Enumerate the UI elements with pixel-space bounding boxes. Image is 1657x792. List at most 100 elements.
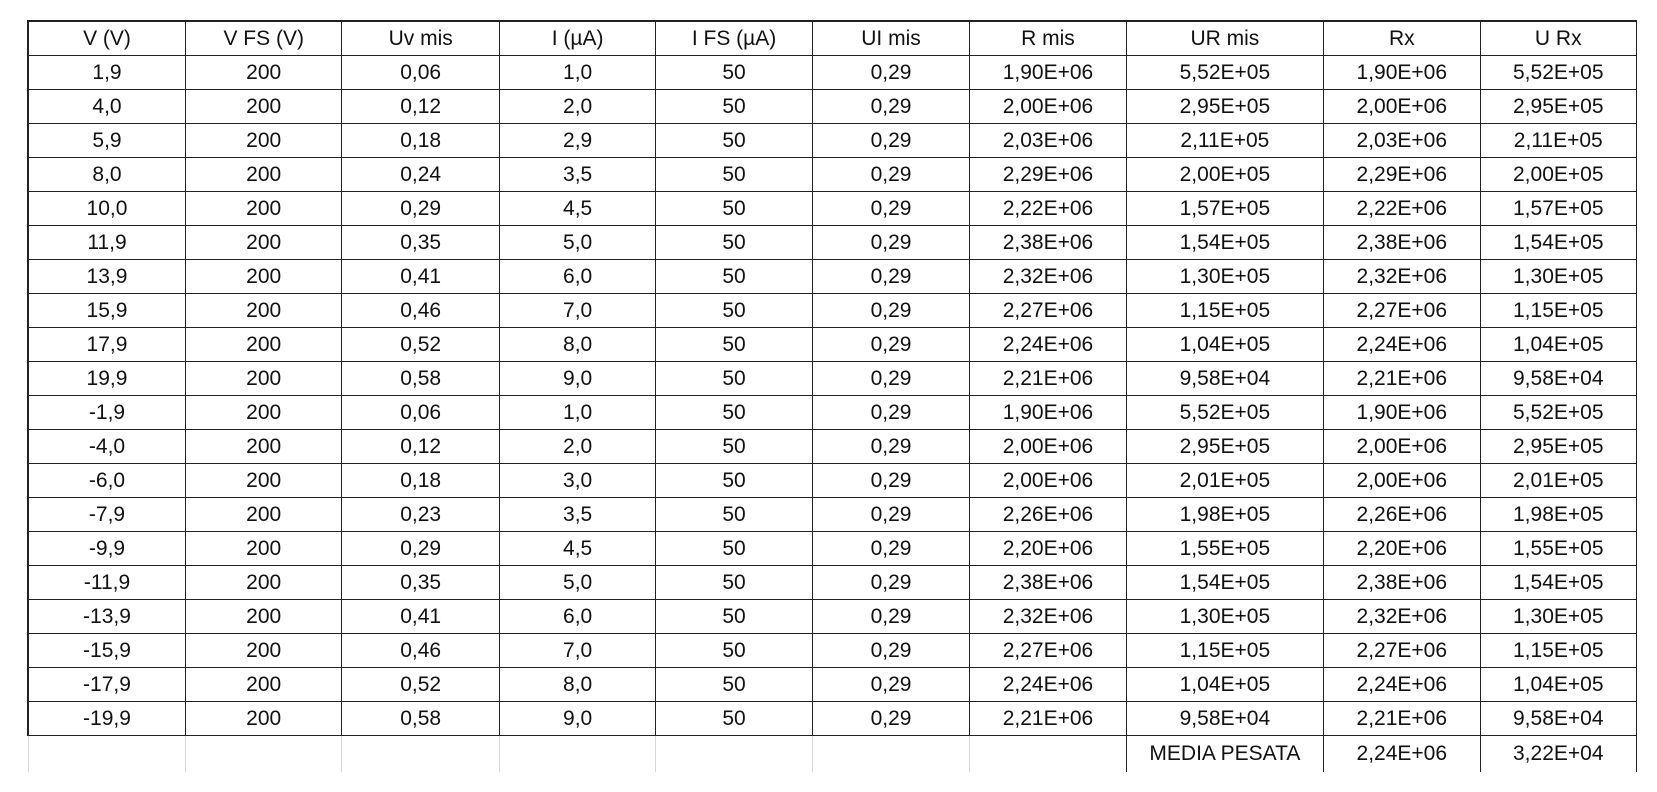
table-cell[interactable]: 7,0 xyxy=(499,633,657,668)
table-cell[interactable]: 0,29 xyxy=(812,191,971,226)
header-cell-ur-mis[interactable]: UR mis xyxy=(1126,20,1325,56)
table-cell[interactable]: 2,38E+06 xyxy=(969,225,1127,260)
weighted-mean-label[interactable]: MEDIA PESATA xyxy=(1126,735,1325,772)
header-cell-rx[interactable]: Rx xyxy=(1323,20,1481,56)
table-cell[interactable]: 4,5 xyxy=(499,191,657,226)
table-cell[interactable]: 50 xyxy=(655,361,813,396)
table-cell[interactable]: 2,03E+06 xyxy=(969,123,1127,158)
table-cell[interactable]: 1,54E+05 xyxy=(1126,565,1325,600)
table-cell[interactable]: 0,12 xyxy=(341,429,500,464)
table-cell[interactable]: 1,04E+05 xyxy=(1480,327,1638,362)
table-cell[interactable]: 0,29 xyxy=(812,55,971,90)
table-cell[interactable]: 11,9 xyxy=(26,225,186,260)
table-cell[interactable]: 2,9 xyxy=(499,123,657,158)
table-cell[interactable]: 2,27E+06 xyxy=(1323,293,1481,328)
table-cell[interactable]: 2,21E+06 xyxy=(969,361,1127,396)
table-cell[interactable]: 1,57E+05 xyxy=(1126,191,1325,226)
table-cell[interactable]: 50 xyxy=(655,327,813,362)
table-cell[interactable]: 50 xyxy=(655,463,813,498)
table-cell[interactable]: 50 xyxy=(655,633,813,668)
table-cell[interactable]: 2,00E+05 xyxy=(1480,157,1638,192)
table-cell[interactable]: 1,54E+05 xyxy=(1126,225,1325,260)
table-cell[interactable]: 0,58 xyxy=(341,701,500,736)
table-cell[interactable]: 1,54E+05 xyxy=(1480,565,1638,600)
table-cell[interactable]: 17,9 xyxy=(26,327,186,362)
table-cell[interactable]: 9,0 xyxy=(499,361,657,396)
table-cell[interactable]: 1,04E+05 xyxy=(1126,667,1325,702)
table-cell[interactable]: 6,0 xyxy=(499,599,657,634)
table-cell[interactable]: 0,46 xyxy=(341,293,500,328)
table-cell[interactable]: 0,29 xyxy=(812,463,971,498)
table-cell[interactable]: 1,30E+05 xyxy=(1126,599,1325,634)
table-cell[interactable]: 2,38E+06 xyxy=(969,565,1127,600)
table-cell[interactable]: 1,30E+05 xyxy=(1480,259,1638,294)
table-cell[interactable]: 1,15E+05 xyxy=(1126,293,1325,328)
header-cell-u-rx[interactable]: U Rx xyxy=(1480,20,1638,56)
table-cell[interactable]: 2,01E+05 xyxy=(1126,463,1325,498)
table-cell[interactable]: 2,00E+05 xyxy=(1126,157,1325,192)
table-cell[interactable]: 2,22E+06 xyxy=(1323,191,1481,226)
table-cell[interactable]: 0,29 xyxy=(341,191,500,226)
table-cell[interactable]: -4,0 xyxy=(26,429,186,464)
table-cell[interactable]: 2,38E+06 xyxy=(1323,225,1481,260)
table-cell[interactable]: 1,98E+05 xyxy=(1126,497,1325,532)
table-cell[interactable]: 1,15E+05 xyxy=(1480,293,1638,328)
table-cell[interactable]: 2,32E+06 xyxy=(969,259,1127,294)
table-cell[interactable]: 2,00E+06 xyxy=(969,463,1127,498)
table-cell[interactable]: 0,29 xyxy=(812,633,971,668)
table-cell[interactable]: 0,41 xyxy=(341,599,500,634)
table-cell[interactable]: 50 xyxy=(655,123,813,158)
table-cell[interactable]: 2,01E+05 xyxy=(1480,463,1638,498)
table-cell[interactable]: 1,55E+05 xyxy=(1480,531,1638,566)
table-cell[interactable]: 50 xyxy=(655,667,813,702)
table-cell[interactable]: 0,29 xyxy=(341,531,500,566)
table-cell[interactable]: 0,29 xyxy=(812,225,971,260)
table-cell[interactable]: 0,29 xyxy=(812,157,971,192)
table-cell[interactable]: 2,27E+06 xyxy=(969,293,1127,328)
table-cell[interactable]: 0,29 xyxy=(812,599,971,634)
table-cell[interactable]: 50 xyxy=(655,55,813,90)
empty-cell[interactable] xyxy=(969,735,1127,772)
table-cell[interactable]: -11,9 xyxy=(26,565,186,600)
table-cell[interactable]: -17,9 xyxy=(26,667,186,702)
table-cell[interactable]: 1,15E+05 xyxy=(1480,633,1638,668)
table-cell[interactable]: -9,9 xyxy=(26,531,186,566)
table-cell[interactable]: 4,5 xyxy=(499,531,657,566)
table-cell[interactable]: 0,29 xyxy=(812,701,971,736)
table-cell[interactable]: 2,00E+06 xyxy=(969,89,1127,124)
table-cell[interactable]: 50 xyxy=(655,259,813,294)
table-cell[interactable]: 1,9 xyxy=(26,55,186,90)
table-cell[interactable]: 1,04E+05 xyxy=(1126,327,1325,362)
table-cell[interactable]: 5,52E+05 xyxy=(1126,395,1325,430)
table-cell[interactable]: 200 xyxy=(185,633,343,668)
table-cell[interactable]: 0,46 xyxy=(341,633,500,668)
table-cell[interactable]: 200 xyxy=(185,531,343,566)
table-cell[interactable]: 2,21E+06 xyxy=(1323,701,1481,736)
table-cell[interactable]: 0,06 xyxy=(341,395,500,430)
table-cell[interactable]: 2,21E+06 xyxy=(1323,361,1481,396)
table-cell[interactable]: 2,0 xyxy=(499,89,657,124)
table-cell[interactable]: 200 xyxy=(185,361,343,396)
table-cell[interactable]: 1,90E+06 xyxy=(969,395,1127,430)
table-cell[interactable]: 19,9 xyxy=(26,361,186,396)
table-cell[interactable]: -6,0 xyxy=(26,463,186,498)
table-cell[interactable]: 0,58 xyxy=(341,361,500,396)
table-cell[interactable]: 5,9 xyxy=(26,123,186,158)
table-cell[interactable]: 0,29 xyxy=(812,395,971,430)
header-cell-i-fs[interactable]: I FS (µA) xyxy=(655,20,813,56)
table-cell[interactable]: 2,22E+06 xyxy=(969,191,1127,226)
table-cell[interactable]: 9,58E+04 xyxy=(1126,701,1325,736)
table-cell[interactable]: 2,38E+06 xyxy=(1323,565,1481,600)
table-cell[interactable]: 1,30E+05 xyxy=(1126,259,1325,294)
header-cell-v[interactable]: V (V) xyxy=(26,20,186,56)
table-cell[interactable]: 1,0 xyxy=(499,55,657,90)
table-cell[interactable]: 0,29 xyxy=(812,531,971,566)
table-cell[interactable]: 1,15E+05 xyxy=(1126,633,1325,668)
table-cell[interactable]: 2,24E+06 xyxy=(969,327,1127,362)
table-cell[interactable]: 50 xyxy=(655,293,813,328)
table-cell[interactable]: 2,00E+06 xyxy=(969,429,1127,464)
table-cell[interactable]: 0,18 xyxy=(341,463,500,498)
table-cell[interactable]: 10,0 xyxy=(26,191,186,226)
table-cell[interactable]: 200 xyxy=(185,293,343,328)
empty-cell[interactable] xyxy=(27,735,186,772)
